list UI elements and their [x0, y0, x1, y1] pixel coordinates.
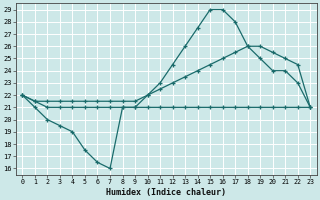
X-axis label: Humidex (Indice chaleur): Humidex (Indice chaleur): [106, 188, 226, 197]
